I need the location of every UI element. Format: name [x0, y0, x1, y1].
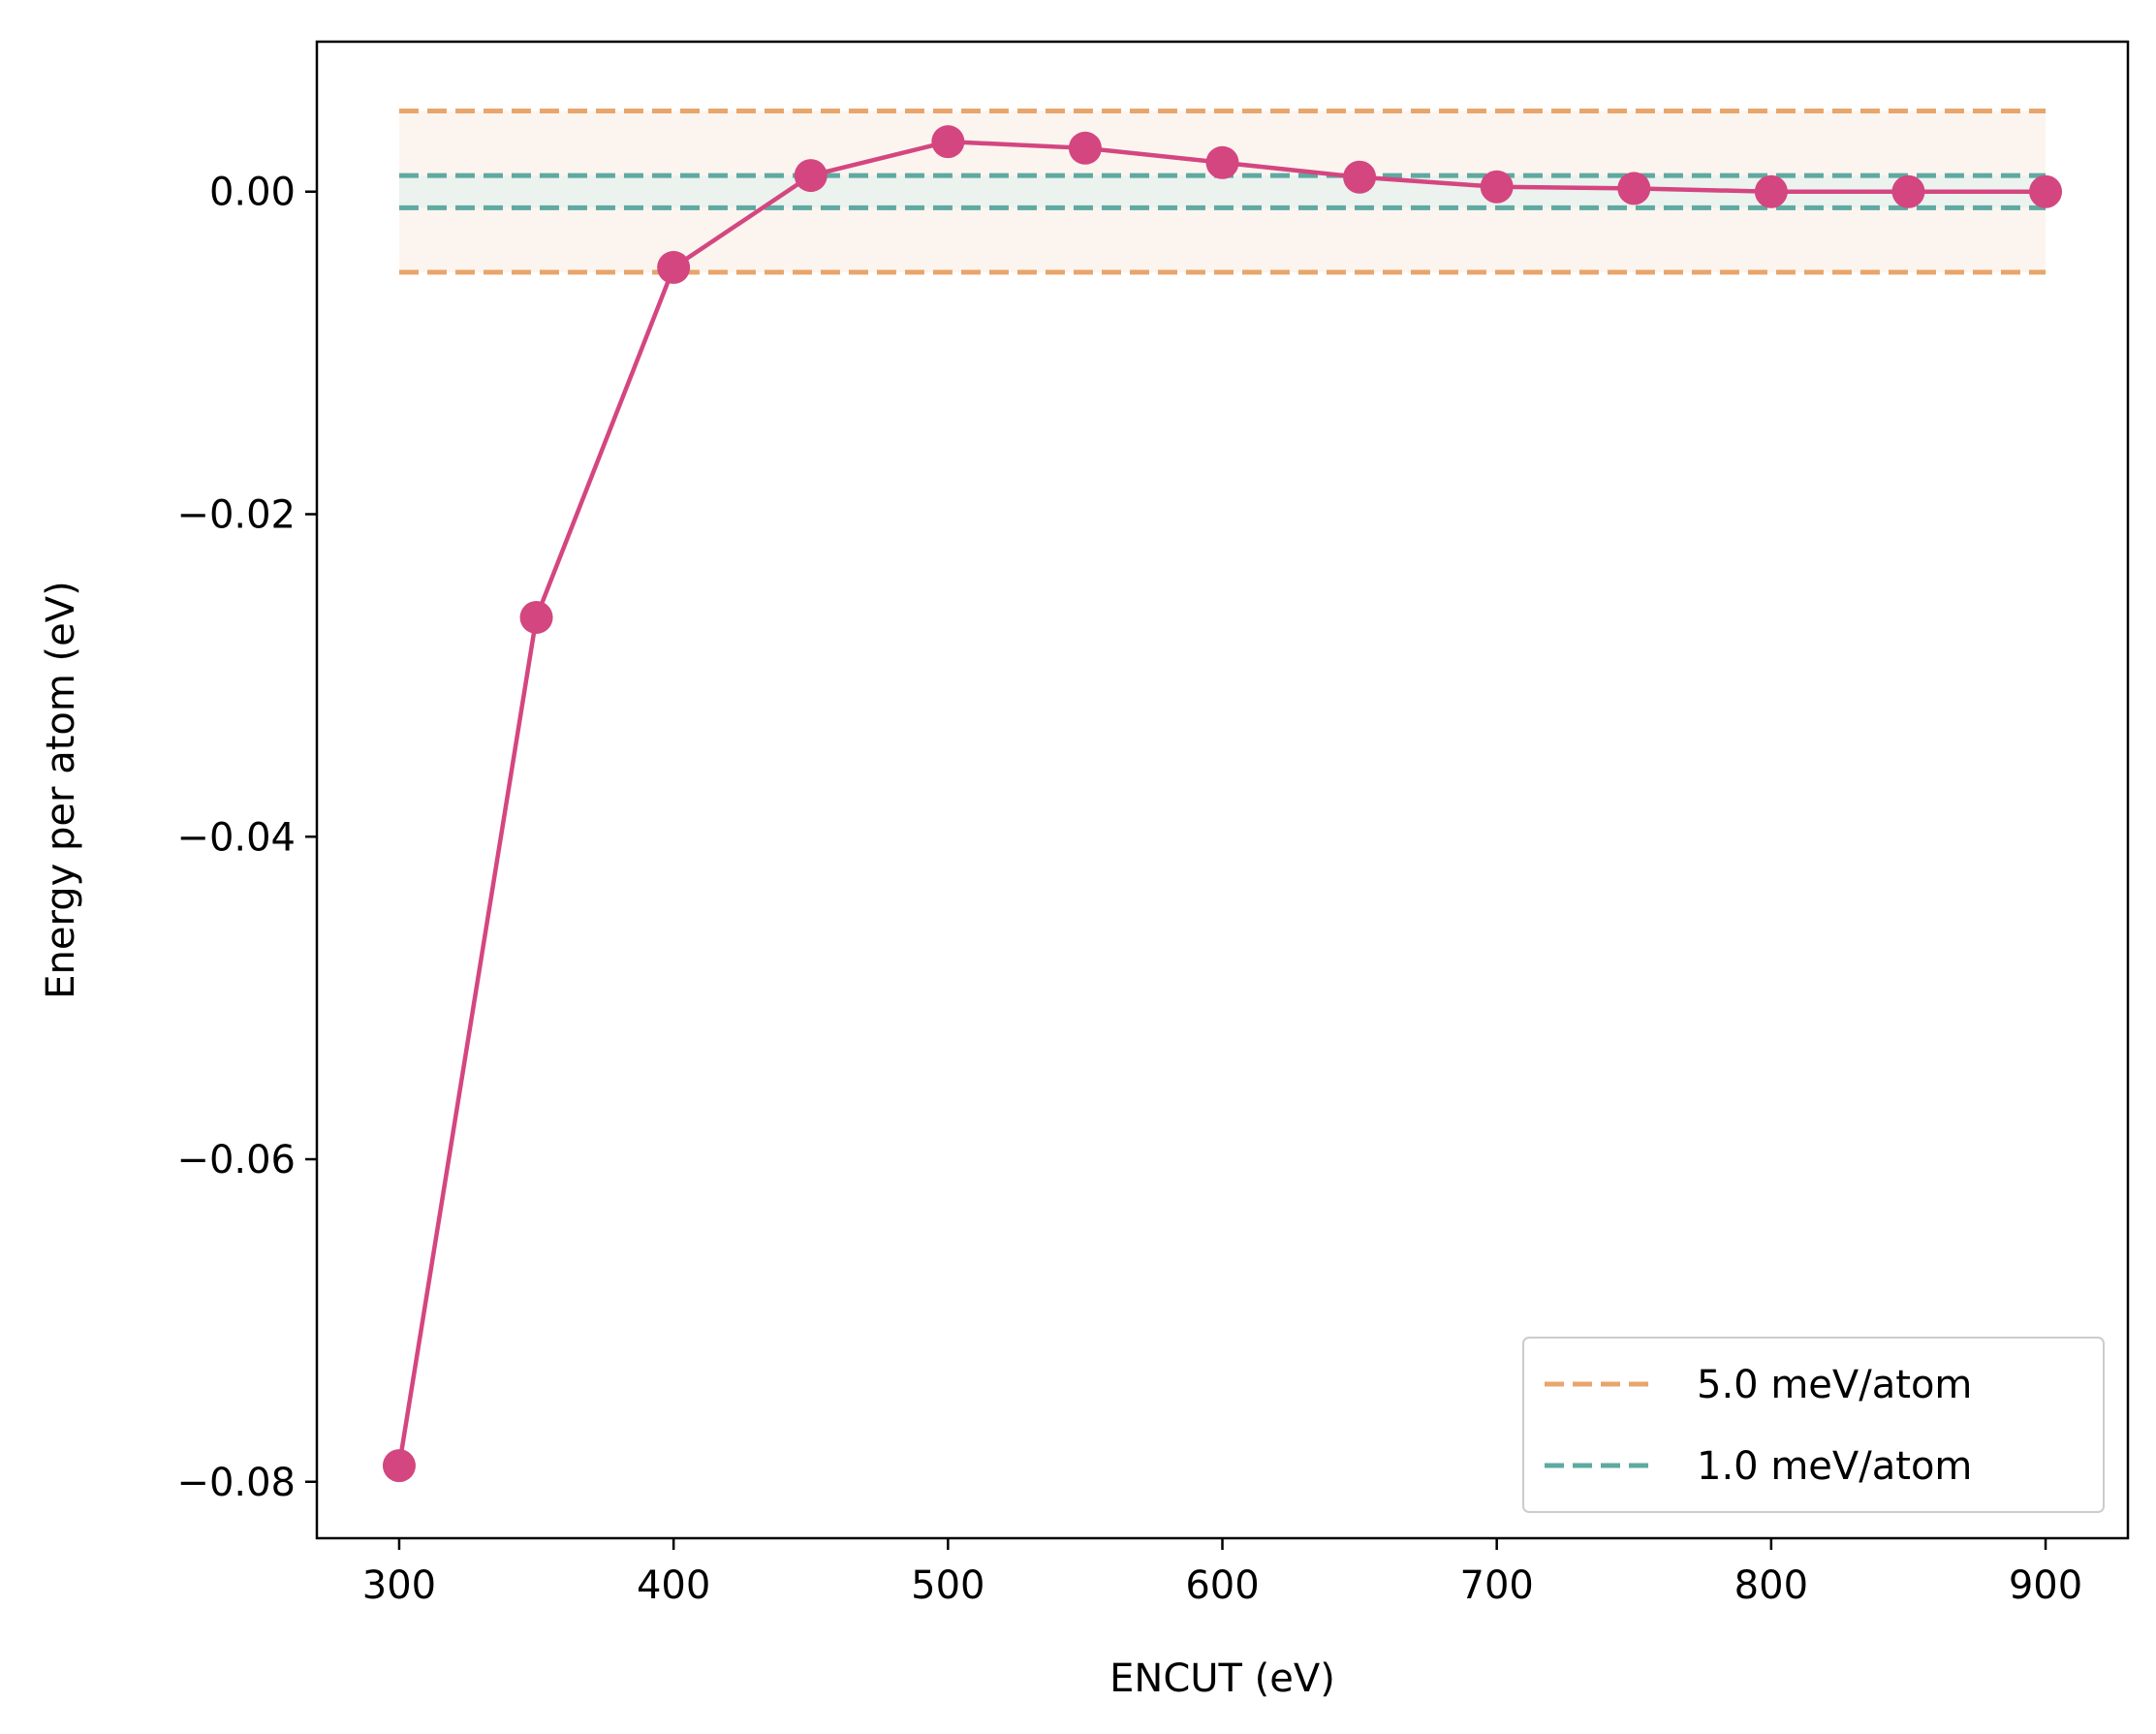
data-point [382, 1449, 416, 1483]
legend-label-1: 1.0 meV/atom [1697, 1444, 1972, 1489]
x-axis-label: ENCUT (eV) [1109, 1656, 1335, 1701]
y-tick-label: −0.02 [176, 492, 296, 537]
data-point [2029, 174, 2063, 208]
y-axis-ticks: 0.00 −0.02 −0.04 −0.06 −0.08 [176, 171, 317, 1505]
data-point [519, 600, 553, 634]
x-tick-label: 700 [1460, 1563, 1534, 1608]
y-tick-label: −0.08 [176, 1461, 296, 1505]
data-point [1205, 145, 1239, 179]
legend: 5.0 meV/atom 1.0 meV/atom [1522, 1337, 2105, 1513]
x-tick-label: 500 [911, 1563, 984, 1608]
data-point [1480, 170, 1514, 204]
x-tick-label: 400 [637, 1563, 710, 1608]
legend-box [1522, 1337, 2105, 1513]
y-tick-label: −0.06 [176, 1138, 296, 1182]
data-point [1343, 160, 1377, 194]
x-tick-label: 800 [1734, 1563, 1808, 1608]
data-point [794, 159, 828, 193]
x-tick-label: 600 [1185, 1563, 1259, 1608]
data-point [657, 250, 691, 284]
y-tick-label: 0.00 [209, 171, 296, 215]
data-point [931, 125, 965, 159]
y-axis-label: Energy per atom (eV) [39, 581, 83, 998]
y-tick-label: −0.04 [176, 815, 296, 860]
x-tick-label: 300 [362, 1563, 436, 1608]
data-point [1068, 131, 1102, 165]
x-tick-label: 900 [2009, 1563, 2082, 1608]
legend-label-0: 5.0 meV/atom [1697, 1363, 1972, 1407]
data-point [1617, 172, 1651, 205]
data-point [1754, 174, 1788, 208]
x-axis-ticks: 300 400 500 600 700 800 900 [362, 1538, 2082, 1608]
data-series [382, 125, 2063, 1483]
data-point [1891, 174, 1925, 208]
